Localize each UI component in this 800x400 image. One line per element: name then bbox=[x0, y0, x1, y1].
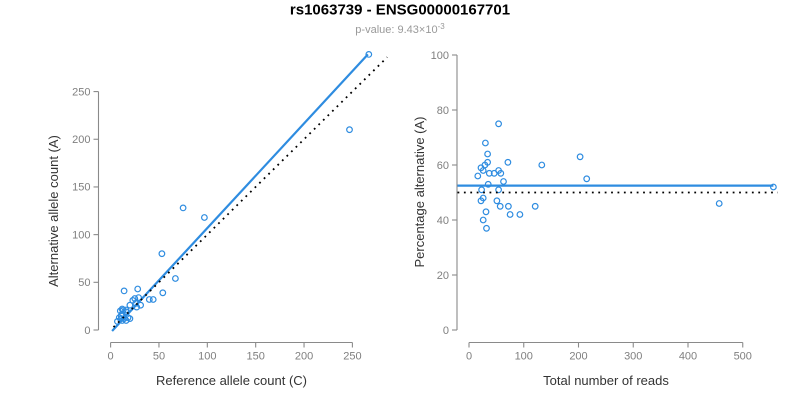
data-point bbox=[149, 296, 157, 303]
y-tick-label: 250 bbox=[72, 86, 90, 98]
x-tick-label: 100 bbox=[198, 351, 216, 363]
data-point bbox=[478, 186, 486, 194]
data-point bbox=[126, 301, 134, 309]
data-point bbox=[770, 183, 777, 191]
data-point bbox=[484, 150, 492, 158]
data-point bbox=[145, 296, 153, 303]
left-y-axis-label: Alternative allele count (A) bbox=[46, 135, 61, 287]
data-point bbox=[500, 178, 507, 185]
left-x-axis-label: Reference allele count (C) bbox=[156, 373, 307, 388]
data-point bbox=[365, 51, 373, 58]
x-tick-label: 0 bbox=[466, 351, 472, 363]
x-tick-label: 150 bbox=[247, 351, 265, 363]
x-tick-label: 50 bbox=[153, 351, 165, 363]
data-point bbox=[135, 294, 143, 302]
data-point bbox=[495, 186, 503, 194]
left-plot-area: 0 50 100 150 200 250 0 50 100 150 200 250 bbox=[72, 51, 388, 363]
x-tick-label: 100 bbox=[515, 351, 533, 363]
y-tick-label: 60 bbox=[437, 160, 449, 172]
data-point bbox=[538, 161, 546, 169]
data-point bbox=[158, 250, 166, 258]
y-tick-label: 150 bbox=[72, 182, 90, 194]
data-point bbox=[200, 214, 208, 221]
data-point bbox=[583, 175, 591, 183]
right-plot-area: 0 20 40 60 80 100 0 100 200 300 400 500 bbox=[431, 50, 778, 363]
chart-title: rs1063739 - ENSG00000167701 bbox=[290, 2, 510, 19]
data-point bbox=[506, 211, 514, 218]
data-point bbox=[485, 169, 493, 177]
y-tick-label: 80 bbox=[437, 105, 449, 117]
fit-line bbox=[111, 53, 369, 332]
data-point bbox=[493, 197, 501, 205]
data-point bbox=[497, 169, 505, 177]
y-tick-label: 0 bbox=[443, 325, 449, 337]
y-tick-label: 200 bbox=[72, 134, 90, 146]
data-point bbox=[490, 169, 498, 177]
subtitle-exponent: -3 bbox=[438, 22, 446, 31]
data-point bbox=[346, 126, 353, 134]
data-point bbox=[126, 315, 134, 323]
x-tick-label: 200 bbox=[569, 351, 587, 363]
right-x-axis-label: Total number of reads bbox=[543, 373, 669, 388]
subtitle-mantissa: p-value: 9.43×10 bbox=[355, 24, 437, 36]
data-point bbox=[171, 275, 179, 282]
data-point bbox=[516, 211, 524, 218]
x-tick-label: 300 bbox=[624, 351, 642, 363]
data-point bbox=[531, 202, 539, 210]
data-point bbox=[483, 224, 490, 232]
y-tick-label: 100 bbox=[431, 50, 449, 62]
right-y-axis-label: Percentage alternative (A) bbox=[412, 116, 427, 267]
data-point bbox=[482, 208, 490, 216]
data-point bbox=[131, 295, 139, 302]
y-tick-label: 50 bbox=[78, 277, 90, 289]
data-point bbox=[477, 197, 485, 205]
data-point bbox=[505, 202, 512, 210]
data-point bbox=[179, 204, 187, 212]
data-point bbox=[495, 120, 503, 128]
chart-subtitle: p-value: 9.43×10-3 bbox=[355, 22, 445, 36]
data-point bbox=[482, 139, 489, 147]
identity-line bbox=[112, 56, 388, 328]
data-point bbox=[159, 289, 167, 297]
x-tick-label: 400 bbox=[679, 351, 697, 363]
data-point bbox=[576, 153, 584, 161]
data-point bbox=[715, 200, 723, 207]
x-tick-label: 500 bbox=[734, 351, 752, 363]
y-tick-label: 100 bbox=[72, 229, 90, 241]
data-point bbox=[120, 287, 128, 295]
left-plot: 0 50 100 150 200 250 0 50 100 150 200 250 Reference… bbox=[46, 51, 388, 388]
y-tick-label: 0 bbox=[84, 325, 90, 337]
y-tick-label: 20 bbox=[437, 270, 449, 282]
data-point bbox=[479, 216, 487, 224]
data-point bbox=[504, 158, 512, 166]
data-point bbox=[134, 285, 142, 293]
data-point bbox=[118, 317, 126, 324]
data-point bbox=[484, 180, 492, 188]
data-point bbox=[474, 172, 482, 180]
data-point bbox=[137, 301, 145, 309]
y-tick-label: 40 bbox=[437, 215, 449, 227]
data-point bbox=[496, 202, 504, 210]
x-tick-label: 250 bbox=[343, 351, 361, 363]
x-tick-label: 200 bbox=[295, 351, 313, 363]
right-plot: 0 20 40 60 80 100 0 100 200 300 400 500 Total numbe… bbox=[412, 50, 778, 388]
data-point bbox=[479, 167, 487, 174]
x-tick-label: 0 bbox=[108, 351, 114, 363]
